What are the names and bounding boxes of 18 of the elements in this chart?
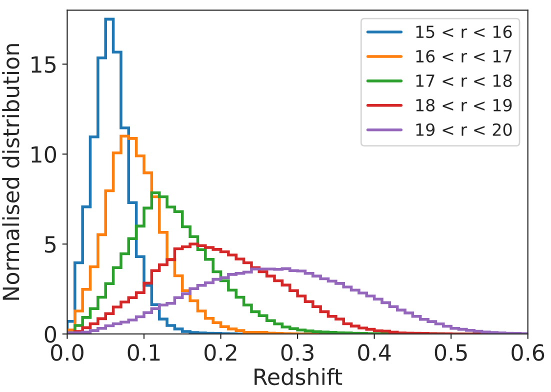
y-tick-label: 15 <box>32 56 56 73</box>
x-axis-title: Redshift <box>254 368 342 386</box>
legend-label: 15 < r < 16 <box>416 25 512 38</box>
x-tick-label: 0.5 <box>434 344 467 361</box>
x-tick-label: 0.6 <box>512 344 544 361</box>
legend-label: 19 < r < 20 <box>416 123 512 136</box>
legend-label: 17 < r < 18 <box>416 74 512 88</box>
x-tick-label: 0.4 <box>358 344 391 361</box>
legend-label: 18 < r < 19 <box>416 98 512 112</box>
y-tick-label: 5 <box>45 236 56 253</box>
x-tick-label: 0.1 <box>128 344 160 361</box>
y-axis-title: Normalised distribution <box>2 44 20 300</box>
x-tick-label: 0.0 <box>51 344 84 361</box>
y-tick-label: 0 <box>44 326 56 343</box>
x-tick-label: 0.2 <box>204 344 236 361</box>
x-tick-label: 0.3 <box>281 344 314 361</box>
legend-label: 16 < r < 17 <box>416 50 512 63</box>
y-tick-label: 10 <box>32 146 56 163</box>
